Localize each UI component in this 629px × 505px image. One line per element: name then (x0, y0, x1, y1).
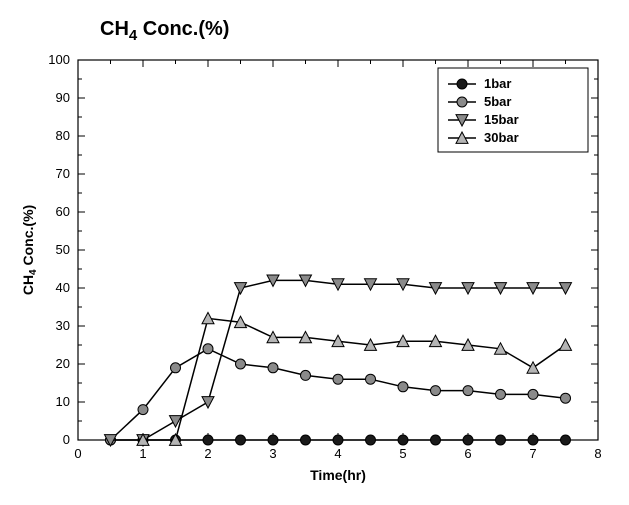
y-tick-label: 90 (56, 90, 70, 105)
x-tick-label: 8 (594, 446, 601, 461)
x-tick-label: 3 (269, 446, 276, 461)
x-tick-label: 5 (399, 446, 406, 461)
y-tick-label: 80 (56, 128, 70, 143)
legend-label: 15bar (484, 112, 519, 127)
y-tick-label: 0 (63, 432, 70, 447)
svg-text:CH4 Conc.(%): CH4 Conc.(%) (20, 205, 39, 295)
x-tick-label: 4 (334, 446, 341, 461)
x-tick-label: 2 (204, 446, 211, 461)
chart-svg: 0123456780102030405060708090100Time(hr)C… (0, 0, 629, 505)
legend-label: 1bar (484, 76, 511, 91)
y-tick-label: 20 (56, 356, 70, 371)
series-s3 (105, 275, 572, 446)
y-tick-label: 10 (56, 394, 70, 409)
x-tick-label: 6 (464, 446, 471, 461)
y-axis-label: CH4 Conc.(%) (20, 205, 39, 295)
y-tick-label: 70 (56, 166, 70, 181)
y-tick-label: 50 (56, 242, 70, 257)
legend-label: 30bar (484, 130, 519, 145)
y-tick-label: 60 (56, 204, 70, 219)
y-tick-label: 30 (56, 318, 70, 333)
chart-container: CH4 Conc.(%) 012345678010203040506070809… (0, 0, 629, 505)
y-tick-label: 40 (56, 280, 70, 295)
x-axis-label: Time(hr) (310, 467, 366, 483)
x-tick-label: 0 (74, 446, 81, 461)
legend: 1bar 5bar 15bar 30bar (438, 68, 588, 152)
y-tick-label: 100 (48, 52, 70, 67)
series-s2 (106, 344, 571, 445)
x-tick-label: 1 (139, 446, 146, 461)
chart-title: CH4 Conc.(%) (100, 18, 229, 44)
x-tick-label: 7 (529, 446, 536, 461)
legend-label: 5bar (484, 94, 511, 109)
